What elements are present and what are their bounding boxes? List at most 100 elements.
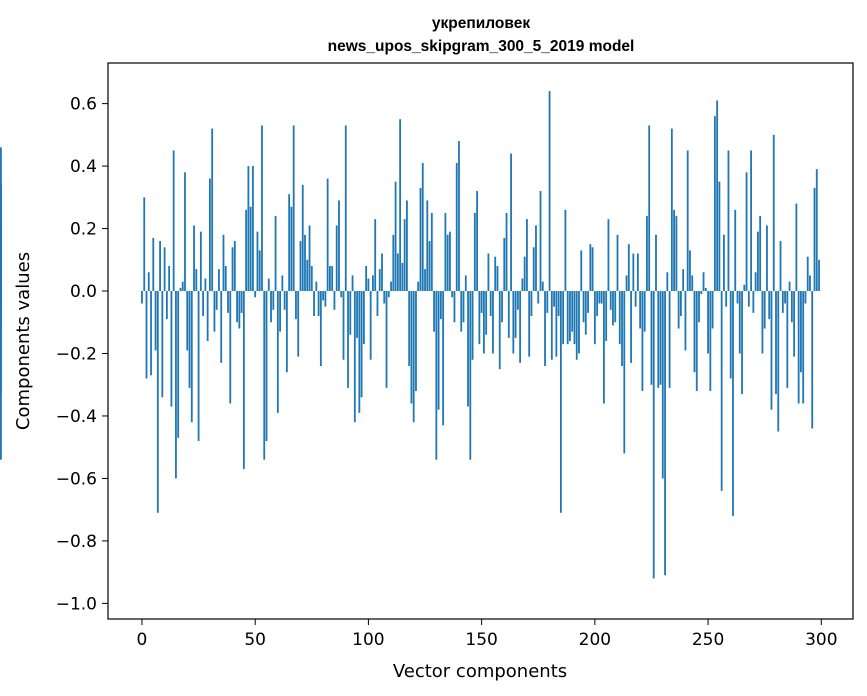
bar [516, 291, 519, 310]
bar [754, 272, 757, 292]
bar [498, 291, 501, 370]
bar [571, 291, 574, 332]
bar [415, 291, 417, 391]
bar [283, 291, 286, 310]
bar [163, 247, 166, 292]
bar [695, 291, 698, 391]
bar [145, 291, 148, 379]
bar [501, 291, 503, 323]
bar [612, 291, 614, 326]
bar [308, 225, 311, 292]
bar [265, 291, 268, 441]
bar [261, 125, 263, 292]
bar [242, 291, 245, 470]
bar [587, 291, 589, 313]
bar [433, 291, 435, 332]
bar [505, 212, 508, 292]
bar [211, 128, 214, 292]
bar [165, 291, 168, 320]
bar [809, 275, 811, 292]
bar [788, 281, 791, 292]
bar [245, 209, 248, 292]
bar [344, 125, 347, 292]
bar [598, 291, 601, 304]
bar [297, 291, 300, 357]
bar [747, 291, 750, 307]
bar [175, 291, 177, 479]
bar [784, 291, 786, 304]
bar [254, 291, 257, 298]
bar [689, 250, 691, 292]
bar [813, 187, 816, 292]
bar [374, 219, 377, 292]
bar [485, 291, 488, 335]
bar [150, 291, 152, 376]
bar [677, 291, 680, 329]
bar [335, 225, 338, 292]
bar [519, 291, 522, 363]
bar [621, 291, 623, 366]
bar [288, 194, 291, 292]
bar [442, 291, 445, 426]
bar [449, 231, 451, 292]
bar [489, 291, 492, 317]
bar [362, 291, 365, 345]
bar [0, 291, 2, 304]
bar [360, 291, 363, 398]
bar [743, 284, 746, 292]
bar [147, 272, 150, 292]
bar [666, 272, 669, 292]
bar [720, 291, 723, 491]
bar [700, 291, 703, 295]
bar [811, 291, 814, 429]
bar [306, 259, 309, 292]
bar [532, 247, 535, 292]
bar [240, 291, 243, 313]
bar [591, 247, 594, 292]
bar [444, 212, 447, 292]
bar [559, 291, 562, 513]
bar [521, 278, 524, 292]
bar [399, 119, 402, 292]
bar [657, 291, 660, 388]
bar [618, 291, 621, 345]
bar [383, 291, 386, 304]
y-tick-label: 0.4 [70, 157, 97, 177]
bar [806, 256, 809, 292]
bar [564, 209, 567, 292]
y-tick-label: −0.6 [56, 469, 97, 489]
bar [390, 281, 392, 292]
bar [482, 291, 485, 354]
bar [523, 256, 526, 292]
bar [741, 291, 743, 395]
bar [766, 225, 768, 292]
bar [790, 291, 793, 323]
bar [213, 291, 216, 332]
bar [233, 241, 236, 292]
bar [550, 291, 553, 360]
y-tick-label: 0.6 [70, 95, 97, 115]
bar [227, 291, 229, 313]
bar [387, 291, 390, 298]
bar [713, 116, 716, 292]
bar [727, 150, 730, 292]
bar [281, 275, 284, 292]
bar [600, 291, 603, 304]
x-tick-label: 200 [579, 630, 611, 650]
bar [218, 269, 220, 292]
x-tick-label: 250 [692, 630, 724, 650]
bar [424, 269, 426, 292]
bar [802, 291, 805, 404]
bar [206, 291, 209, 341]
bar [752, 291, 755, 313]
bar [707, 291, 709, 354]
bar [369, 291, 372, 360]
bar [535, 225, 537, 292]
bar [684, 291, 687, 351]
bar [756, 231, 759, 292]
x-tick-label: 150 [465, 630, 497, 650]
bar [168, 266, 171, 292]
bar [668, 291, 671, 388]
bar [204, 278, 207, 292]
